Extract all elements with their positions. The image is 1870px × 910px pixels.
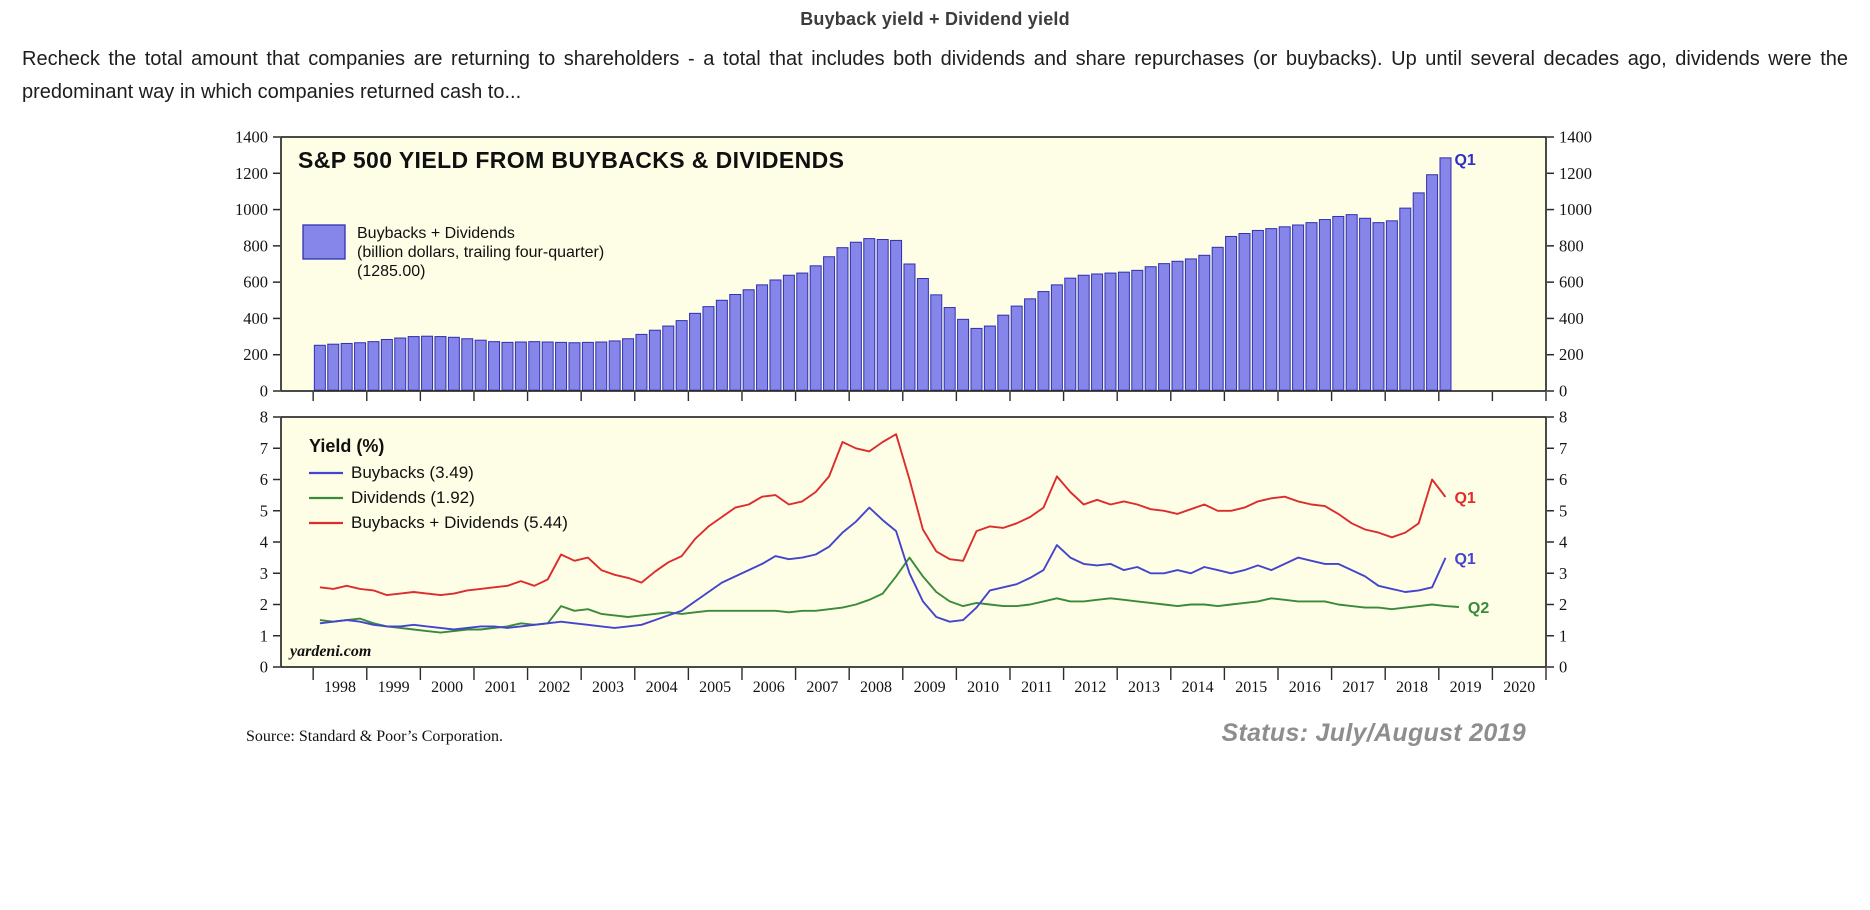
svg-text:2012: 2012 xyxy=(1074,679,1106,696)
svg-text:1998: 1998 xyxy=(324,679,356,696)
svg-text:2010: 2010 xyxy=(967,679,999,696)
line-legend-entry: Buybacks (3.49) xyxy=(351,463,474,482)
svg-text:800: 800 xyxy=(243,236,268,255)
bar-panel-frame xyxy=(280,136,1547,392)
svg-text:1999: 1999 xyxy=(378,679,410,696)
bar-legend-sub: (billion dollars, trailing four-quarter) xyxy=(357,244,604,261)
svg-text:600: 600 xyxy=(243,273,268,292)
line-end-label: Q1 xyxy=(1454,490,1475,507)
svg-text:2009: 2009 xyxy=(914,679,946,696)
svg-text:400: 400 xyxy=(1559,309,1584,328)
yardeni-watermark: yardeni.com xyxy=(288,643,371,660)
line-end-label: Q1 xyxy=(1454,551,1475,568)
svg-text:1: 1 xyxy=(260,626,268,645)
svg-text:2011: 2011 xyxy=(1021,679,1052,696)
bar-end-label: Q1 xyxy=(1454,152,1475,169)
svg-text:0: 0 xyxy=(260,382,268,401)
svg-text:6: 6 xyxy=(1559,470,1567,489)
svg-text:8: 8 xyxy=(260,408,268,427)
svg-text:2003: 2003 xyxy=(592,679,624,696)
bar-legend-latest: (1285.00) xyxy=(357,263,426,280)
svg-text:1200: 1200 xyxy=(235,164,268,183)
svg-text:2006: 2006 xyxy=(753,679,785,696)
svg-text:4: 4 xyxy=(260,533,268,552)
svg-text:1400: 1400 xyxy=(235,128,268,147)
svg-text:4: 4 xyxy=(1559,533,1567,552)
svg-text:1200: 1200 xyxy=(1559,164,1592,183)
svg-text:2008: 2008 xyxy=(860,679,892,696)
svg-text:400: 400 xyxy=(243,309,268,328)
svg-text:2015: 2015 xyxy=(1235,679,1267,696)
svg-text:6: 6 xyxy=(260,470,268,489)
source-note: Source: Standard & Poor’s Corporation. xyxy=(246,728,504,745)
line-end-label: Q2 xyxy=(1468,600,1489,617)
svg-text:2017: 2017 xyxy=(1342,679,1374,696)
svg-text:1: 1 xyxy=(1559,626,1567,645)
svg-text:2000: 2000 xyxy=(431,679,463,696)
svg-text:2018: 2018 xyxy=(1396,679,1428,696)
line-legend-title: Yield (%) xyxy=(309,436,384,456)
svg-text:2: 2 xyxy=(1559,595,1567,614)
svg-text:200: 200 xyxy=(1559,345,1584,364)
svg-text:2001: 2001 xyxy=(485,679,517,696)
page-title: Buyback yield + Dividend yield xyxy=(800,9,1070,29)
intro-paragraph: Recheck the total amount that companies … xyxy=(22,48,1848,103)
svg-text:0: 0 xyxy=(1559,382,1567,401)
svg-text:7: 7 xyxy=(1559,439,1567,458)
svg-text:600: 600 xyxy=(1559,273,1584,292)
svg-text:0: 0 xyxy=(260,658,268,677)
buybacks-yield-line xyxy=(319,506,1447,631)
line-panel-frame xyxy=(280,416,1547,668)
svg-text:2002: 2002 xyxy=(538,679,570,696)
bar-legend-swatch xyxy=(302,224,346,260)
svg-text:3: 3 xyxy=(260,564,268,583)
page: Buyback yield + Dividend yield Recheck t… xyxy=(22,9,1848,748)
line-panel-bg xyxy=(281,417,1546,667)
svg-text:200: 200 xyxy=(243,345,268,364)
svg-text:0: 0 xyxy=(1559,658,1567,677)
line-legend-entry: Buybacks + Dividends (5.44) xyxy=(351,513,568,532)
svg-text:2019: 2019 xyxy=(1450,679,1482,696)
bar-chart-title: S&P 500 YIELD FROM BUYBACKS & DIVIDENDS xyxy=(298,147,844,173)
status-note: Status: July/August 2019 xyxy=(1221,719,1526,747)
svg-text:7: 7 xyxy=(260,439,268,458)
svg-text:2016: 2016 xyxy=(1289,679,1321,696)
svg-text:3: 3 xyxy=(1559,564,1567,583)
buybacks-dividends-bars xyxy=(313,157,1452,391)
line-legend-entry: Dividends (1.92) xyxy=(351,488,475,507)
buybacks-plus-dividends-yield-line xyxy=(319,433,1447,597)
dividends-yield-line xyxy=(319,556,1459,634)
svg-text:2005: 2005 xyxy=(699,679,731,696)
svg-text:800: 800 xyxy=(1559,236,1584,255)
svg-text:1400: 1400 xyxy=(1559,128,1592,147)
svg-text:2007: 2007 xyxy=(806,679,838,696)
svg-text:2020: 2020 xyxy=(1503,679,1535,696)
svg-text:1000: 1000 xyxy=(235,200,268,219)
svg-text:5: 5 xyxy=(260,501,268,520)
svg-text:1000: 1000 xyxy=(1559,200,1592,219)
svg-text:2004: 2004 xyxy=(646,679,678,696)
svg-text:8: 8 xyxy=(1559,408,1567,427)
chart-figure: 0 0 200 200 400 400 600 600 800 800 1000 1000 1200 12… xyxy=(206,121,1606,748)
figure-footer: Source: Standard & Poor’s Corporation. S… xyxy=(206,711,1606,748)
svg-text:2: 2 xyxy=(260,595,268,614)
svg-text:5: 5 xyxy=(1559,501,1567,520)
svg-text:2013: 2013 xyxy=(1128,679,1160,696)
bar-legend-label: Buybacks + Dividends xyxy=(357,225,515,242)
svg-text:2014: 2014 xyxy=(1182,679,1214,696)
